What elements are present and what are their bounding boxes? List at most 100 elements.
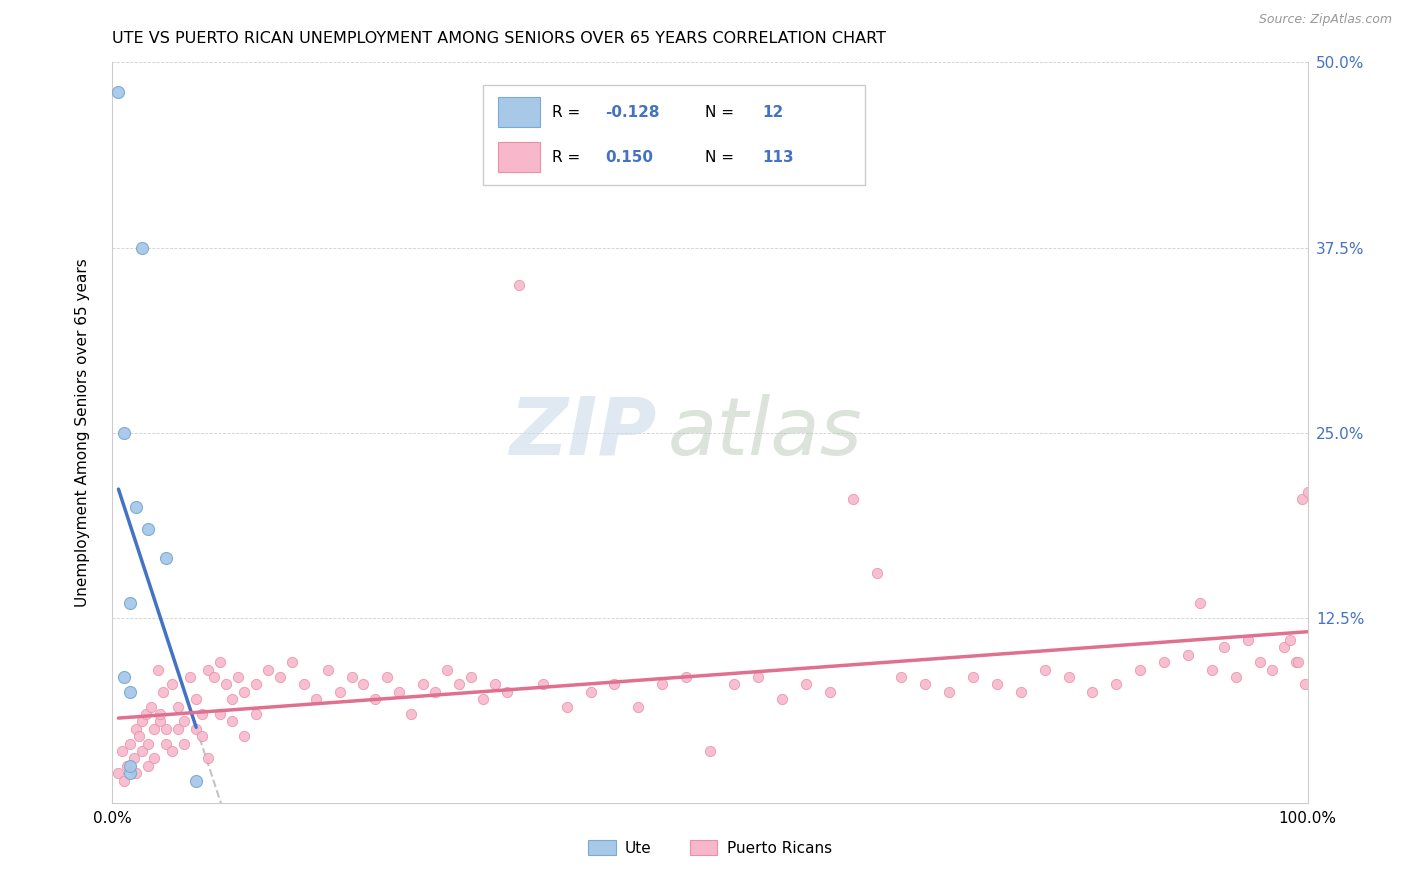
- Point: [1081, 685, 1104, 699]
- Point: [233, 729, 256, 743]
- Point: [122, 751, 145, 765]
- Point: [986, 677, 1008, 691]
- Point: [173, 714, 195, 729]
- Point: [269, 670, 291, 684]
- Point: [377, 670, 399, 684]
- Point: [1225, 670, 1247, 684]
- Point: [167, 722, 190, 736]
- Point: [938, 685, 960, 699]
- Point: [340, 670, 363, 684]
- Point: [135, 706, 157, 721]
- Point: [143, 751, 166, 765]
- Point: [818, 685, 841, 699]
- Point: [139, 699, 162, 714]
- Point: [125, 500, 148, 514]
- Point: [162, 744, 183, 758]
- Point: [138, 758, 160, 772]
- Text: Source: ZipAtlas.com: Source: ZipAtlas.com: [1258, 13, 1392, 27]
- Point: [131, 714, 153, 729]
- Point: [1278, 632, 1301, 647]
- Point: [1057, 670, 1080, 684]
- Point: [603, 677, 626, 691]
- Point: [401, 706, 423, 721]
- Point: [107, 85, 129, 99]
- Point: [1153, 655, 1175, 669]
- Point: [245, 706, 267, 721]
- Point: [364, 692, 387, 706]
- Point: [155, 551, 177, 566]
- Point: [149, 706, 172, 721]
- Point: [531, 677, 554, 691]
- Point: [747, 670, 769, 684]
- Point: [425, 685, 447, 699]
- Point: [152, 685, 174, 699]
- Point: [1201, 663, 1223, 677]
- Point: [257, 663, 280, 677]
- Point: [449, 677, 471, 691]
- Point: [1261, 663, 1284, 677]
- Point: [292, 677, 315, 691]
- Point: [1129, 663, 1152, 677]
- Point: [197, 751, 219, 765]
- Point: [675, 670, 697, 684]
- Y-axis label: Unemployment Among Seniors over 65 years: Unemployment Among Seniors over 65 years: [76, 259, 90, 607]
- Point: [233, 685, 256, 699]
- Point: [197, 663, 219, 677]
- Point: [125, 722, 148, 736]
- Point: [1286, 655, 1309, 669]
- Point: [167, 699, 190, 714]
- Point: [186, 692, 208, 706]
- Point: [131, 240, 153, 255]
- Point: [699, 744, 721, 758]
- Point: [460, 670, 482, 684]
- Point: [1294, 677, 1316, 691]
- Point: [209, 706, 232, 721]
- Point: [1249, 655, 1271, 669]
- Point: [221, 714, 243, 729]
- Point: [508, 277, 530, 292]
- Point: [329, 685, 352, 699]
- Point: [111, 744, 134, 758]
- Point: [412, 677, 434, 691]
- Point: [186, 722, 208, 736]
- Point: [115, 758, 138, 772]
- Point: [131, 744, 153, 758]
- Point: [245, 677, 267, 691]
- Text: UTE VS PUERTO RICAN UNEMPLOYMENT AMONG SENIORS OVER 65 YEARS CORRELATION CHART: UTE VS PUERTO RICAN UNEMPLOYMENT AMONG S…: [112, 31, 886, 46]
- Point: [221, 692, 243, 706]
- Point: [914, 677, 936, 691]
- Point: [179, 670, 201, 684]
- Point: [138, 522, 160, 536]
- Point: [120, 758, 142, 772]
- Point: [890, 670, 912, 684]
- Point: [723, 677, 745, 691]
- Point: [114, 773, 135, 788]
- Point: [627, 699, 650, 714]
- Point: [1285, 655, 1308, 669]
- Point: [472, 692, 495, 706]
- Point: [191, 706, 214, 721]
- Point: [353, 677, 375, 691]
- Point: [1010, 685, 1032, 699]
- Point: [215, 677, 238, 691]
- Point: [202, 670, 225, 684]
- Point: [1033, 663, 1056, 677]
- Point: [138, 737, 160, 751]
- Point: [120, 766, 142, 780]
- Point: [120, 596, 142, 610]
- Point: [173, 737, 195, 751]
- Point: [1296, 484, 1319, 499]
- Point: [1272, 640, 1295, 655]
- Point: [1177, 648, 1199, 662]
- Point: [143, 722, 166, 736]
- Point: [155, 737, 177, 751]
- Point: [191, 729, 214, 743]
- Point: [388, 685, 411, 699]
- Point: [125, 766, 148, 780]
- Point: [162, 677, 183, 691]
- Point: [155, 722, 177, 736]
- Point: [555, 699, 578, 714]
- Point: [1237, 632, 1260, 647]
- Point: [770, 692, 793, 706]
- Point: [149, 714, 172, 729]
